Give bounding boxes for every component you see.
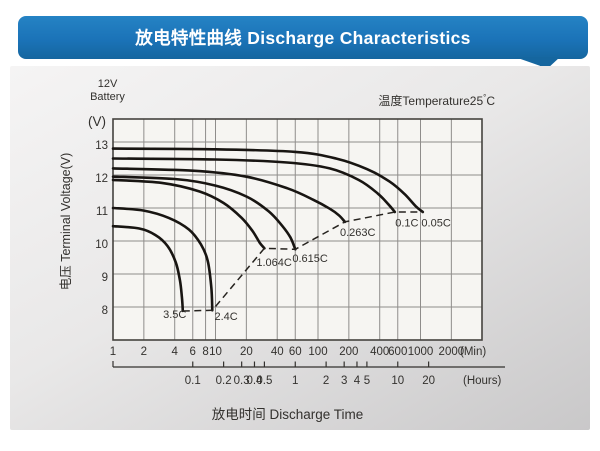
x-tick-label-min: 10: [209, 346, 222, 358]
x-tick-label-min: 200: [339, 346, 358, 358]
curve-0.263C: [111, 167, 347, 224]
curve-3.5C: [111, 224, 185, 313]
y-tick-label: 11: [96, 206, 108, 218]
x-tick-label-hours: 5: [364, 375, 370, 387]
y-tick-label: 8: [102, 305, 108, 317]
x-tick-label-min: 400: [370, 346, 389, 358]
x-tick-label-min: 1000: [408, 346, 434, 358]
x-tick-label-hours: 3: [341, 375, 347, 387]
curve-label-0.05C: 0.05C: [421, 218, 450, 230]
x-tick-label-min: 600: [388, 346, 407, 358]
curve-0.615C: [111, 175, 297, 251]
curve-1.064C: [111, 178, 266, 250]
x-tick-label-min: 2: [141, 346, 147, 358]
temperature-label: 温度Temperature25°C: [378, 93, 495, 108]
curve-label-0.615C: 0.615C: [292, 253, 328, 265]
x-tick-label-min: 4: [172, 346, 179, 358]
x-tick-label-hours: 0.1: [185, 375, 201, 387]
x-tick-label-hours: 10: [391, 375, 404, 387]
x-axis-unit-hours: (Hours): [463, 375, 502, 387]
x-tick-label-min: 100: [308, 346, 327, 358]
x-tick-label-hours: 4: [354, 375, 361, 387]
y-tick-label: 12: [95, 173, 108, 185]
curve-label-0.1C: 0.1C: [395, 218, 418, 230]
curve-label-3.5C: 3.5C: [163, 309, 186, 321]
battery-type-label: 12V Battery: [80, 78, 135, 104]
x-tick-label-min: 2000: [439, 346, 465, 358]
x-tick-label-min: 20: [240, 346, 253, 358]
x-tick-label-min: 60: [289, 346, 302, 358]
x-tick-label-min: 1: [110, 346, 116, 358]
battery-voltage-text: 12V: [97, 78, 118, 90]
degree-symbol: °: [483, 93, 487, 102]
x-tick-label-hours: 0.2: [216, 375, 232, 387]
curve-0.1C: [111, 157, 397, 214]
x-tick-label-min: 40: [271, 346, 284, 358]
x-tick-label-hours: 0.4: [246, 375, 263, 387]
x-tick-label-hours: 2: [323, 375, 329, 387]
x-tick-label-min: 8: [202, 346, 208, 358]
y-tick-label: 9: [102, 272, 108, 284]
curve-label-1.064C: 1.064C: [256, 257, 292, 269]
curve-label-0.263C: 0.263C: [340, 227, 376, 239]
curve-0.05C: [111, 147, 425, 214]
curve-2.4C: [111, 206, 214, 312]
page-title: 放电特性曲线 Discharge Characteristics: [135, 28, 471, 48]
y-tick-label: 10: [95, 239, 108, 251]
discharge-end-dashed-line: [182, 211, 423, 312]
x-tick-label-hours: 0.5: [256, 375, 272, 387]
x-tick-label-min: 6: [190, 346, 196, 358]
plot-frame: [112, 118, 483, 341]
title-banner: 放电特性曲线 Discharge Characteristics: [18, 16, 588, 59]
y-tick-label: 13: [95, 140, 108, 152]
x-tick-label-hours: 20: [422, 375, 435, 387]
x-axis-title: 放电时间 Discharge Time: [211, 407, 364, 422]
y-axis-unit: (V): [88, 114, 106, 129]
x-tick-label-hours: 0.3: [234, 375, 250, 387]
battery-word-text: Battery: [90, 91, 125, 103]
x-tick-label-hours: 1: [292, 375, 298, 387]
curve-label-2.4C: 2.4C: [215, 311, 238, 323]
x-axis-unit-min: (Min): [460, 346, 486, 358]
